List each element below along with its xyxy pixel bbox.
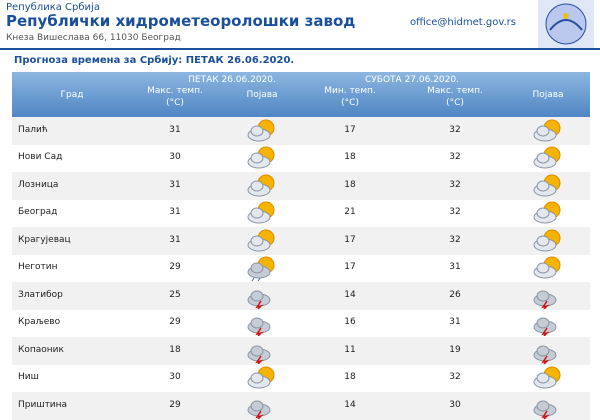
table-row [12, 172, 590, 200]
city: Приштина [18, 399, 68, 410]
column-header: Појава [532, 90, 564, 100]
country: Република Србија [6, 2, 100, 13]
temperature: 17 [344, 262, 356, 273]
forecast-table: ПЕТАК 26.06.2020. СУБОТА 27.06.2020. Град М… [12, 72, 590, 420]
logo [538, 0, 594, 48]
temperature: 14 [344, 289, 356, 300]
weather-icon [247, 366, 275, 389]
weather-icon [533, 290, 557, 309]
temperature: 30 [169, 372, 181, 383]
city: Копаоник [18, 344, 64, 355]
table-row [12, 337, 590, 365]
weather-icon [533, 256, 561, 279]
table-row [12, 282, 590, 310]
table-row [12, 364, 590, 392]
weather-icon [533, 317, 557, 337]
table-row [12, 227, 590, 255]
weather-icon [533, 174, 561, 197]
subtitle: Прогноза времена за Србију: ПЕТАК 26.06.… [14, 55, 295, 66]
temperature: 31 [169, 234, 181, 245]
temperature: 32 [449, 207, 461, 218]
temperature: 30 [449, 399, 461, 410]
city: Неготин [18, 262, 58, 273]
temperature: 18 [169, 344, 181, 355]
table-row [12, 117, 590, 145]
temperature: 31 [169, 124, 181, 135]
temperature: 32 [449, 152, 461, 163]
city: Краљево [18, 317, 61, 328]
table-row [12, 144, 590, 172]
weather-icon [533, 229, 561, 252]
weather-icon [247, 146, 275, 169]
weather-icon [533, 366, 561, 389]
temperature: 17 [344, 124, 356, 135]
weather-icon [533, 146, 561, 169]
weather-icon [247, 201, 275, 224]
temperature: 14 [344, 399, 356, 410]
city: Златибор [18, 289, 63, 300]
temperature: 29 [169, 399, 181, 410]
weather-icon [247, 174, 275, 197]
weather-icon [247, 256, 275, 282]
weather-icon [247, 119, 275, 142]
temperature: 17 [344, 234, 356, 245]
weather-icon [533, 400, 557, 419]
divider [0, 48, 600, 50]
column-header: Појава [246, 90, 278, 100]
temperature: 31 [449, 262, 461, 273]
city: Лозница [18, 179, 59, 190]
temperature: 18 [344, 179, 356, 190]
city: Нови Сад [18, 152, 63, 163]
temperature: 31 [169, 179, 181, 190]
weather-icon [247, 290, 271, 309]
weather-icon [247, 317, 271, 337]
temperature: 19 [449, 344, 461, 355]
day-header: СУБОТА 27.06.2020. [365, 75, 459, 85]
weather-icon [533, 119, 561, 142]
city: Ниш [18, 372, 39, 383]
org-title: Републички хидрометеоролошки завод [6, 12, 356, 30]
weather-icon [247, 400, 271, 419]
temperature: 25 [169, 289, 181, 300]
temperature: 18 [344, 372, 356, 383]
table-row [12, 392, 590, 420]
table-header [12, 72, 590, 117]
temperature: 21 [344, 207, 356, 218]
email[interactable]: office@hidmet.gov.rs [410, 17, 517, 28]
temperature: 32 [449, 179, 461, 190]
temperature: 32 [449, 124, 461, 135]
weather-icon [247, 229, 275, 252]
table-row [12, 199, 590, 227]
weather-icon [533, 345, 557, 364]
weather-icon [533, 201, 561, 224]
temperature: 16 [344, 317, 356, 328]
temperature: 26 [449, 289, 461, 300]
city: Палић [18, 124, 48, 135]
city: Крагујевац [18, 234, 71, 245]
temperature: 29 [169, 317, 181, 328]
table-row [12, 254, 590, 282]
temperature: 30 [169, 152, 181, 163]
weather-icon [247, 345, 271, 364]
temperature: 29 [169, 262, 181, 273]
city: Београд [18, 207, 58, 218]
column-header: Макс. темп. (°C) [427, 86, 483, 108]
table-row [12, 309, 590, 337]
temperature: 31 [449, 317, 461, 328]
address: Кнеза Вишеслава 66, 11030 Београд [6, 33, 181, 43]
temperature: 31 [169, 207, 181, 218]
column-header: Мин. темп. (°C) [324, 86, 376, 108]
temperature: 18 [344, 152, 356, 163]
temperature: 32 [449, 372, 461, 383]
temperature: 32 [449, 234, 461, 245]
column-header: Град [60, 90, 84, 100]
temperature: 11 [344, 344, 356, 355]
column-header: Макс. темп. (°C) [147, 86, 203, 108]
day-header: ПЕТАК 26.06.2020. [188, 75, 276, 85]
